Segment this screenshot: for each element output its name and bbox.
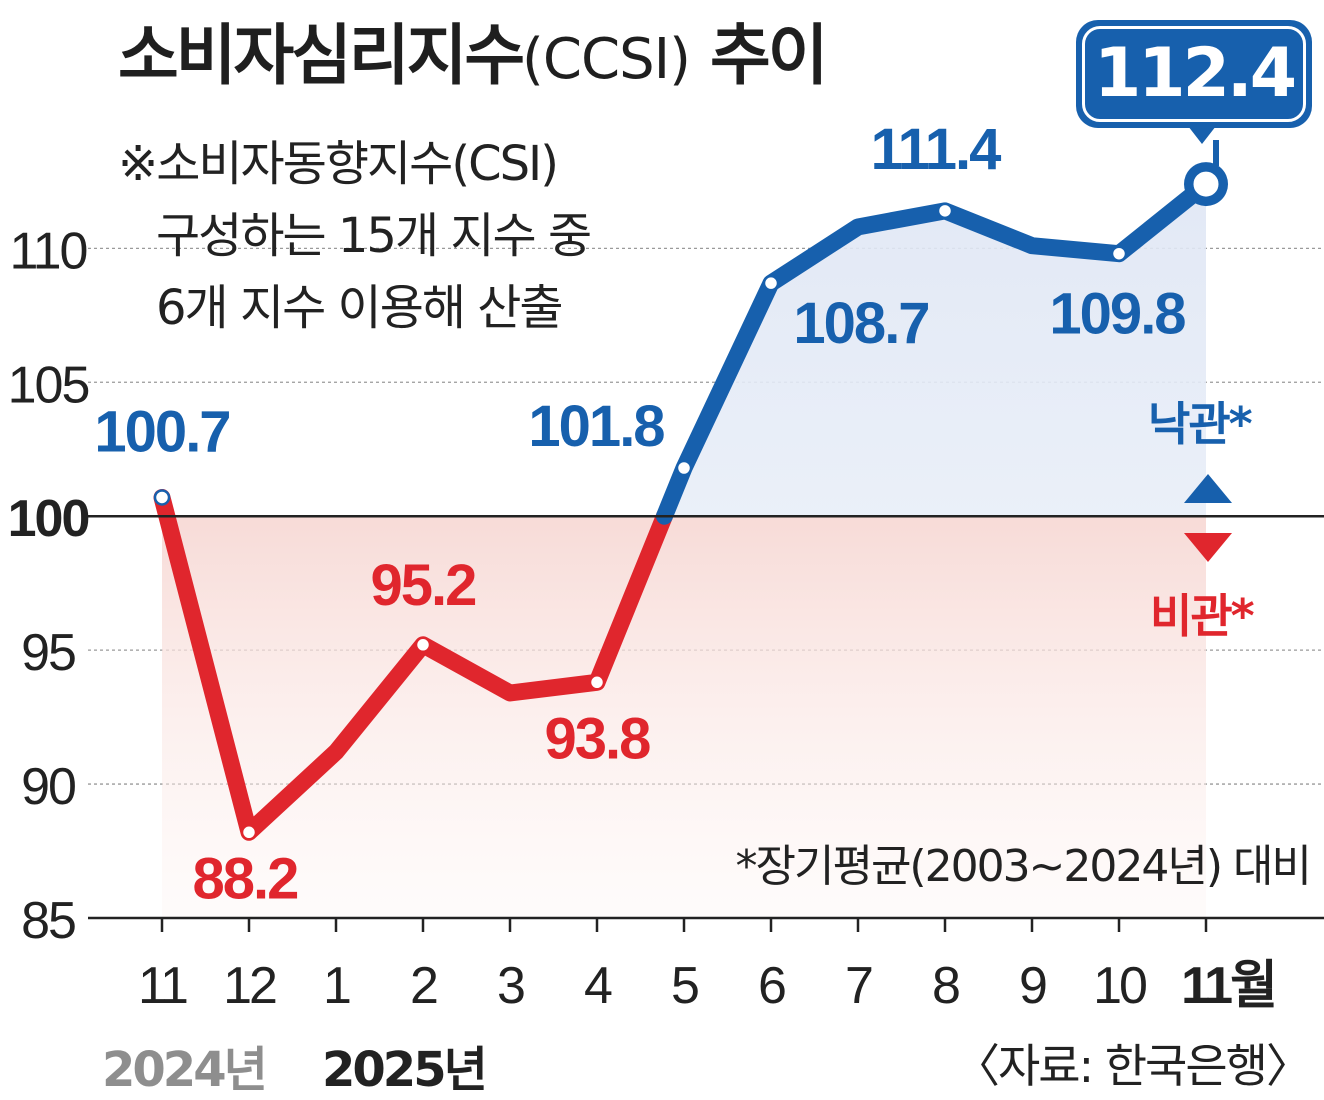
x-tick-label-0: 11 [138, 957, 187, 1015]
baseline-footnote: *장기평균(2003~2024년) 대비 [735, 841, 1312, 892]
y-tick-label-85: 85 [21, 892, 75, 950]
data-label-1: 88.2 [193, 846, 298, 911]
marker-5 [588, 674, 606, 691]
data-label-9: 111.4 [871, 117, 1001, 182]
callout-border [1082, 26, 1306, 122]
up-arrow-icon [1184, 474, 1232, 503]
series-line-optimism [655, 175, 1215, 525]
marker-0 [153, 489, 171, 506]
note-line-3: 6개 지수 이용해 산출 [156, 280, 564, 336]
title-abbr: (CCSI) [522, 27, 691, 92]
marker-1 [240, 824, 258, 841]
marker-6 [675, 459, 693, 477]
marker-7 [762, 274, 780, 292]
callout-pointer [1188, 126, 1216, 144]
data-label-7: 108.7 [793, 291, 928, 356]
x-tick-label-3: 2 [410, 957, 437, 1015]
data-label-5: 93.8 [545, 706, 651, 771]
y-tick-label-90: 90 [21, 758, 75, 816]
marker-latest [1190, 168, 1222, 200]
pessimism-zone [162, 516, 1206, 918]
latest-value-callout: 112.4 [1076, 20, 1312, 128]
chart-title: 소비자심리지수(CCSI) 추이 [118, 2, 828, 98]
data-label-0: 100.7 [94, 399, 229, 464]
x-tick-label-1: 12 [223, 957, 276, 1015]
title-suffix: 추이 [710, 17, 828, 94]
data-label-6: 101.8 [528, 394, 664, 459]
x-tick-label-9: 8 [932, 957, 959, 1015]
pessimism-label: 비관* [1150, 589, 1255, 643]
optimism-label: 낙관* [1148, 397, 1253, 451]
legend-arrows [1184, 140, 1232, 562]
marker-9 [936, 202, 954, 220]
x-tick-label-6: 5 [671, 957, 698, 1015]
y-tick-label-95: 95 [21, 624, 75, 682]
down-arrow-icon [1184, 533, 1232, 562]
x-tick-label-11: 10 [1093, 957, 1146, 1015]
y-tick-label-105: 105 [8, 356, 89, 414]
data-labels: 100.7 88.2 95.2 93.8 101.8 108.7 111.4 109.8 [94, 117, 1187, 911]
marker-11 [1110, 245, 1128, 262]
year-label-2024: 2024년 [102, 1042, 268, 1098]
y-tick-label-100: 100 [8, 490, 89, 548]
area-fills [162, 184, 1206, 918]
title-main: 소비자심리지수 [118, 17, 525, 94]
source-credit: 〈자료: 한국은행〉 [953, 1039, 1312, 1093]
y-tick-label-110: 110 [10, 222, 87, 280]
x-tick-label-4: 3 [497, 957, 524, 1015]
data-label-3: 95.2 [371, 553, 476, 618]
x-tick-label-7: 6 [758, 957, 785, 1015]
x-tick-label-12: 11월 [1181, 957, 1275, 1015]
data-label-11: 109.8 [1049, 282, 1185, 347]
year-label-2025: 2025년 [322, 1042, 488, 1098]
note-line-1: ※소비자동향지수(CSI) [118, 136, 559, 192]
method-note: ※소비자동향지수(CSI) 구성하는 15개 지수 중 6개 지수 이용해 산출 [118, 128, 592, 344]
marker-3 [414, 636, 432, 654]
x-tick-label-8: 7 [845, 957, 872, 1015]
x-tick-label-10: 9 [1019, 957, 1046, 1015]
data-markers [153, 162, 1228, 841]
note-line-2: 구성하는 15개 지수 중 [156, 208, 592, 264]
x-tick-label-2: 1 [323, 957, 350, 1015]
x-tick-label-5: 4 [584, 957, 612, 1015]
